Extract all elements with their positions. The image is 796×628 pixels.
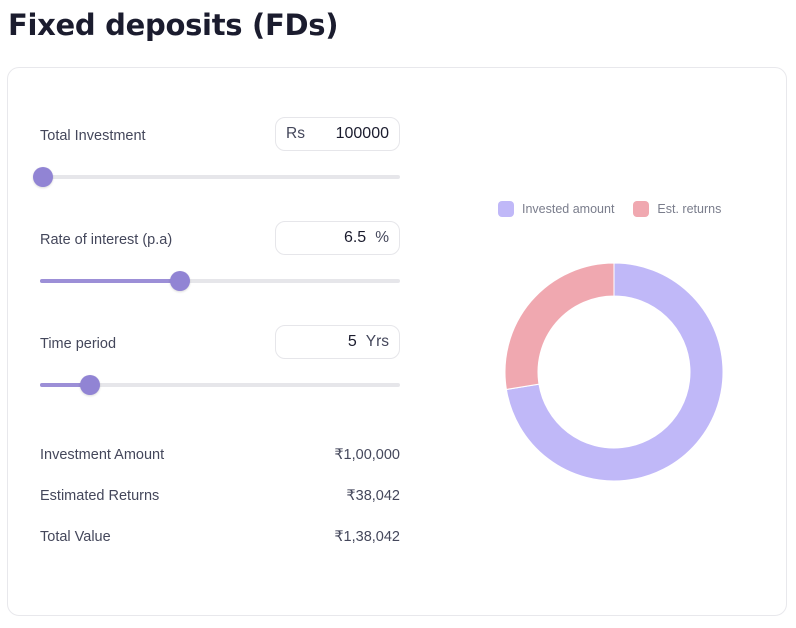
slider-thumb[interactable] bbox=[170, 271, 191, 291]
slider-fill bbox=[40, 279, 181, 283]
percent-suffix: % bbox=[375, 229, 389, 246]
rate-of-interest-slider[interactable] bbox=[40, 271, 400, 291]
slider-fill bbox=[40, 383, 91, 387]
total-investment-label: Total Investment bbox=[40, 128, 146, 144]
total-investment-slider[interactable] bbox=[32, 167, 400, 187]
legend-item-invested[interactable]: Invested amount bbox=[498, 201, 614, 217]
invested-slice[interactable] bbox=[505, 263, 723, 481]
rate-of-interest-label: Rate of interest (p.a) bbox=[40, 232, 173, 248]
time-period-input[interactable]: 5 Yrs bbox=[275, 325, 400, 359]
legend-item-returns[interactable]: Est. returns bbox=[633, 201, 721, 217]
returns-swatch-icon bbox=[633, 201, 650, 217]
total-investment-value: 100000 bbox=[335, 125, 389, 142]
time-period-label: Time period bbox=[40, 336, 117, 352]
total-investment-input[interactable]: Rs 100000 bbox=[275, 117, 400, 151]
returns-slice[interactable] bbox=[505, 263, 615, 391]
time-period-value: 5 bbox=[347, 333, 357, 350]
rate-of-interest-value: 6.5 bbox=[343, 229, 367, 246]
legend-label: Est. returns bbox=[657, 202, 722, 216]
estimated-returns-label: Estimated Returns bbox=[40, 488, 160, 504]
total-value-label: Total Value bbox=[40, 529, 111, 545]
invested-swatch-icon bbox=[498, 201, 514, 217]
years-suffix: Yrs bbox=[365, 333, 389, 350]
time-period-slider[interactable] bbox=[40, 375, 400, 395]
slider-thumb[interactable] bbox=[80, 375, 101, 395]
chart-legend: Invested amount Est. returns bbox=[498, 201, 740, 217]
legend-label: Invested amount bbox=[522, 202, 615, 216]
rate-of-interest-input[interactable]: 6.5 % bbox=[275, 221, 400, 255]
investment-amount-value: ₹1,00,000 bbox=[334, 447, 400, 463]
currency-prefix: Rs bbox=[286, 125, 305, 142]
page-title: Fixed deposits (FDs) bbox=[8, 8, 339, 42]
estimated-returns-value: ₹38,042 bbox=[346, 488, 400, 504]
investment-amount-label: Investment Amount bbox=[40, 447, 165, 463]
donut-chart bbox=[505, 263, 723, 481]
total-value-value: ₹1,38,042 bbox=[334, 529, 400, 545]
slider-thumb[interactable] bbox=[32, 167, 53, 187]
